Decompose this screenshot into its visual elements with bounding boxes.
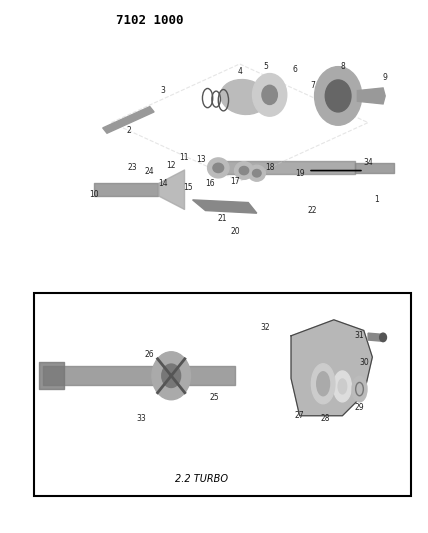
- Polygon shape: [193, 200, 257, 213]
- Text: 20: 20: [231, 228, 240, 236]
- Text: 4: 4: [237, 68, 242, 76]
- Text: 24: 24: [145, 167, 155, 176]
- Ellipse shape: [213, 163, 223, 173]
- Circle shape: [152, 352, 190, 400]
- Text: 30: 30: [359, 358, 369, 367]
- Ellipse shape: [311, 364, 335, 404]
- Circle shape: [380, 333, 386, 342]
- Ellipse shape: [220, 79, 268, 115]
- Text: 19: 19: [295, 169, 304, 177]
- Text: 22: 22: [308, 206, 317, 215]
- Text: 7: 7: [310, 81, 315, 90]
- Bar: [34, 293, 411, 496]
- Ellipse shape: [317, 372, 330, 395]
- Text: 12: 12: [166, 161, 176, 169]
- Ellipse shape: [235, 162, 253, 179]
- Text: 13: 13: [196, 156, 206, 164]
- Polygon shape: [357, 88, 385, 104]
- Text: 15: 15: [184, 183, 193, 192]
- Polygon shape: [291, 320, 372, 416]
- Text: 28: 28: [321, 414, 330, 423]
- Text: 17: 17: [231, 177, 240, 185]
- Ellipse shape: [338, 379, 347, 394]
- Circle shape: [162, 364, 181, 387]
- Ellipse shape: [248, 165, 265, 181]
- Circle shape: [253, 74, 287, 116]
- Ellipse shape: [333, 371, 351, 402]
- Text: 10: 10: [89, 190, 99, 199]
- Circle shape: [325, 80, 351, 112]
- Text: 25: 25: [209, 393, 219, 401]
- Text: 18: 18: [265, 164, 274, 172]
- Polygon shape: [103, 107, 154, 133]
- Text: 6: 6: [293, 65, 298, 74]
- Text: 21: 21: [218, 214, 227, 223]
- Text: 23: 23: [128, 164, 137, 172]
- Text: 31: 31: [355, 332, 364, 340]
- Text: 3: 3: [160, 86, 165, 95]
- Text: 8: 8: [340, 62, 345, 71]
- Text: 2.2 TURBO: 2.2 TURBO: [175, 474, 228, 484]
- Text: 33: 33: [137, 414, 146, 423]
- Text: 27: 27: [295, 411, 304, 420]
- Circle shape: [315, 67, 362, 125]
- Text: 14: 14: [158, 180, 167, 188]
- Text: 9: 9: [383, 73, 388, 82]
- Text: 11: 11: [179, 153, 189, 161]
- Text: 26: 26: [145, 350, 155, 359]
- Text: 7102 1000: 7102 1000: [116, 14, 183, 27]
- Circle shape: [262, 85, 277, 104]
- Text: 1: 1: [374, 196, 379, 204]
- Ellipse shape: [352, 376, 367, 402]
- Text: 29: 29: [355, 403, 364, 412]
- Text: 34: 34: [363, 158, 373, 167]
- Ellipse shape: [239, 166, 249, 175]
- Polygon shape: [368, 333, 381, 341]
- Text: 2: 2: [126, 126, 131, 135]
- Ellipse shape: [253, 169, 261, 177]
- Text: 5: 5: [263, 62, 268, 71]
- Text: 16: 16: [205, 180, 214, 188]
- Ellipse shape: [208, 158, 229, 178]
- Text: 32: 32: [261, 324, 270, 332]
